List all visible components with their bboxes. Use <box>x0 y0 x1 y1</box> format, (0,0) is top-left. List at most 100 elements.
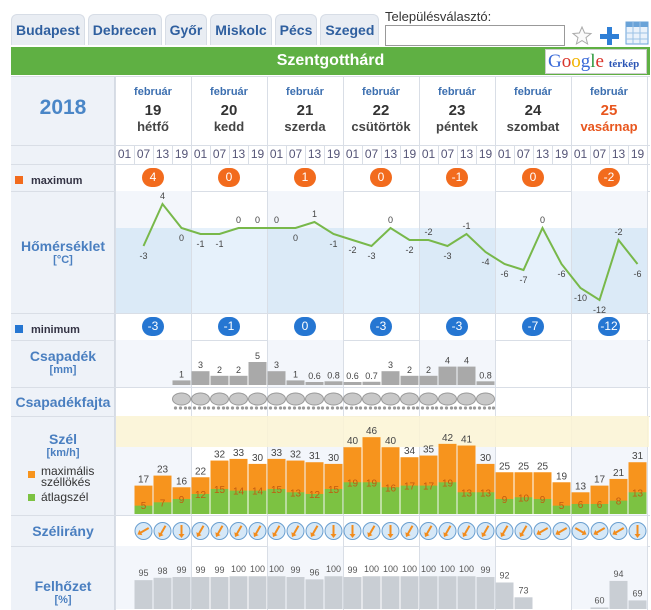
tab-debrecen[interactable]: Debrecen <box>87 14 162 45</box>
cloud-value: 100 <box>421 564 436 574</box>
temperature-point-label: 4 <box>160 191 165 201</box>
hour-divider <box>362 145 363 164</box>
temperature-point-label: 0 <box>236 215 241 225</box>
hour-label: 01 <box>193 147 208 161</box>
cloud-bar <box>286 577 305 609</box>
month: február <box>362 86 400 98</box>
gust-value: 30 <box>252 453 264 464</box>
avg-wind-bar <box>248 490 267 514</box>
plus-icon[interactable] <box>598 25 620 47</box>
day-number: 20 <box>220 102 238 119</box>
day-header: február 19 hétfő <box>115 86 191 134</box>
precip-bar <box>419 375 438 385</box>
wind-direction-icon <box>191 522 210 540</box>
avg-wind-value: 5 <box>141 501 147 512</box>
min-legend-swatch <box>15 325 23 333</box>
rain-snow-icon <box>476 392 496 410</box>
temperature-point-label: -1 <box>329 239 337 249</box>
gust-value: 31 <box>309 451 321 462</box>
precipitation-type-label: Csapadékfajta <box>15 394 111 410</box>
avg-wind-value: 12 <box>309 490 321 501</box>
avg-wind-value: 6 <box>578 500 584 511</box>
hour-divider <box>476 145 477 164</box>
avg-wind-bar <box>381 487 400 514</box>
avg-wind-bar <box>172 498 191 514</box>
below-zero-band <box>116 228 191 313</box>
avg-wind-value: 19 <box>442 478 454 489</box>
tab-győr[interactable]: Győr <box>164 14 208 45</box>
weekday: vasárnap <box>580 119 638 134</box>
cloud-bar <box>419 576 438 609</box>
avg-wind-value: 16 <box>385 483 397 494</box>
cloud-bar <box>438 576 457 609</box>
gust-value: 25 <box>537 461 549 472</box>
avg-wind-bar <box>571 503 590 514</box>
rain-snow-icon <box>343 392 363 410</box>
tab-szeged[interactable]: Szeged <box>320 14 380 45</box>
wind-direction-icon <box>533 522 552 540</box>
grid-icon[interactable] <box>625 21 649 45</box>
hour-label: 13 <box>231 147 246 161</box>
gust-value: 19 <box>556 471 568 482</box>
wind-direction-icon <box>172 522 191 540</box>
hour-label: 07 <box>364 147 379 161</box>
wind-legend: maximális széllökés átlagszél <box>28 465 114 503</box>
tab-pécs[interactable]: Pécs <box>274 14 318 45</box>
avg-wind-bar <box>324 488 343 514</box>
precip-value: 0.6 <box>346 371 359 381</box>
rain-snow-icon <box>229 392 249 410</box>
hour-label: 13 <box>383 147 398 161</box>
cloud-bar <box>267 576 286 609</box>
cloud-value: 96 <box>309 567 319 577</box>
temperature-point-label: -2 <box>348 245 356 255</box>
gust-value: 33 <box>271 448 283 459</box>
below-zero-band <box>268 228 343 313</box>
hour-divider <box>153 145 154 164</box>
temperature-point-label: -3 <box>367 251 375 261</box>
wind-direction-icon <box>552 522 571 540</box>
hour-label: 01 <box>497 147 512 161</box>
gust-value: 30 <box>328 453 340 464</box>
hour-label: 19 <box>478 147 493 161</box>
cloud-bar <box>495 582 514 609</box>
precip-value: 2 <box>236 365 241 375</box>
avg-wind-value: 7 <box>160 498 166 509</box>
rain-snow-icon <box>324 392 344 410</box>
day-header: február 22 csütörtök <box>343 86 419 134</box>
hour-divider <box>305 145 306 164</box>
day-header: február 21 szerda <box>267 86 343 134</box>
rain-snow-icon <box>362 392 382 410</box>
avg-wind-value: 15 <box>328 485 340 496</box>
tab-budapest[interactable]: Budapest <box>11 14 85 45</box>
avg-wind-bar <box>552 505 571 514</box>
wind-direction-icon <box>438 522 457 540</box>
precip-value: 3 <box>198 360 203 370</box>
row-divider <box>11 76 650 77</box>
google-map-button[interactable]: Google térkép <box>545 49 647 74</box>
hour-label: 01 <box>421 147 436 161</box>
temperature-point-label: -1 <box>196 239 204 249</box>
precip-bar <box>438 366 457 385</box>
day-divider <box>647 76 648 610</box>
star-icon[interactable] <box>571 25 593 47</box>
hour-label: 01 <box>117 147 132 161</box>
hour-label: 07 <box>516 147 531 161</box>
tab-miskolc[interactable]: Miskolc <box>210 14 272 45</box>
cloud-bar <box>590 607 609 609</box>
row-divider <box>11 164 650 165</box>
day-divider <box>495 76 496 610</box>
hour-divider <box>229 145 230 164</box>
avg-wind-value: 19 <box>347 478 359 489</box>
rain-snow-icon <box>438 392 458 410</box>
hour-label: 13 <box>459 147 474 161</box>
hour-label: 07 <box>440 147 455 161</box>
precip-value: 1 <box>293 369 298 379</box>
minimum-label: minimum <box>11 320 115 336</box>
avg-wind-value: 6 <box>597 500 603 511</box>
settlement-search-input[interactable] <box>385 25 565 46</box>
rain-snow-icon <box>457 392 477 410</box>
month: február <box>210 86 248 98</box>
wind-direction-icon <box>628 522 647 540</box>
temperature-point-label: 0 <box>274 215 279 225</box>
precip-bar <box>210 375 229 385</box>
